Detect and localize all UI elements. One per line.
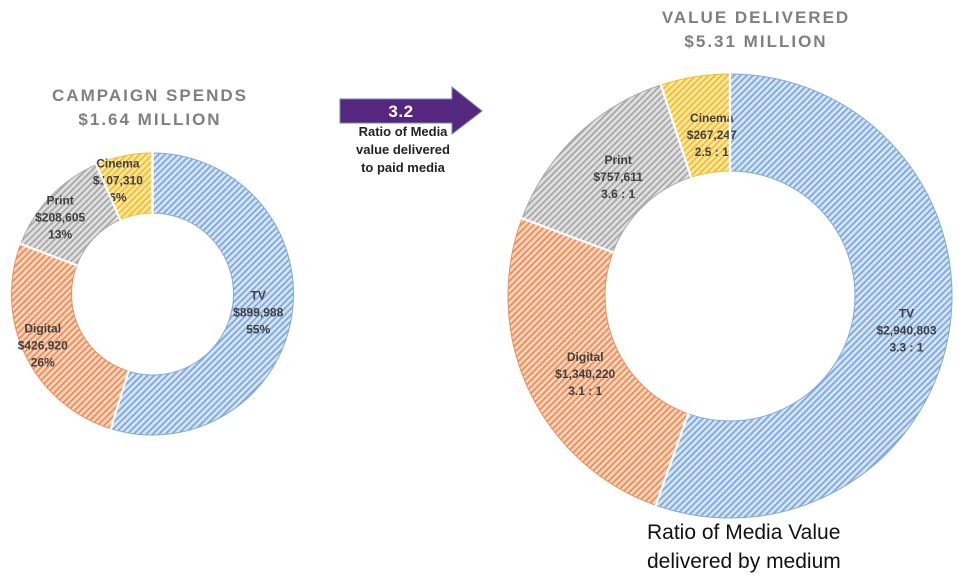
value-delivered-slice-separator <box>659 84 693 179</box>
campaign-spends-label-cinema: Cinema $107,310 6% <box>93 156 143 204</box>
ratio-arrow-value: 3.2 <box>388 102 413 121</box>
ratio-arrow-caption-line3: to paid media <box>361 160 445 175</box>
campaign-spends-donut-chart: TV $899,988 55% Digital $426,920 26% Print $208… <box>11 152 294 436</box>
campaign-spends-slice-digital <box>11 243 130 430</box>
value-delivered-title-line1: VALUE DELIVERED <box>661 8 851 27</box>
value-delivered-title-line2: $5.31 MILLION <box>684 32 828 51</box>
value-delivered-donut-chart: TV $2,940,803 3.3 : 1 Digital $1,340,220 3.1 … <box>507 73 953 519</box>
value-delivered-slice-separator <box>654 412 690 507</box>
ratio-arrow-caption: Ratio of Media value delivered to paid m… <box>322 123 484 177</box>
ratio-arrow: 3.2 <box>339 85 483 136</box>
campaign-spends-slice-separator <box>19 242 78 267</box>
ratio-arrow-caption-line1: Ratio of Media <box>358 124 448 139</box>
campaign-spends-title: CAMPAIGN SPENDS $1.64 MILLION <box>0 84 300 132</box>
campaign-spends-slice-tv <box>110 152 294 436</box>
campaign-spends-title-line2: $1.64 MILLION <box>78 110 222 129</box>
campaign-spends-title-line1: CAMPAIGN SPENDS <box>52 86 248 105</box>
value-delivered-label-tv: TV $2,940,803 3.3 : 1 <box>876 306 936 354</box>
campaign-spends-slice-separator <box>95 163 122 221</box>
value-delivered-title: VALUE DELIVERED $5.31 MILLION <box>606 6 906 54</box>
value-delivered-label-cinema: Cinema $267,247 2.5 : 1 <box>687 111 737 159</box>
campaign-spends-slice-separator <box>109 370 130 430</box>
campaign-spends-label-print: Print $208,605 13% <box>35 193 85 241</box>
campaign-spends-label-digital: Digital $426,920 26% <box>18 322 68 370</box>
ratio-arrow-shape <box>339 85 483 136</box>
campaign-spends-label-tv: TV $899,988 55% <box>233 289 283 337</box>
footer-caption-line2: delivered by medium <box>647 550 841 573</box>
value-delivered-slice-digital <box>507 217 689 506</box>
footer-caption-line1: Ratio of Media Value <box>647 521 841 544</box>
value-delivered-slice-tv <box>655 73 953 519</box>
value-delivered-label-print: Print $757,611 3.6 : 1 <box>593 153 643 201</box>
footer-caption: Ratio of Media Value delivered by medium <box>647 518 841 576</box>
ratio-arrow-caption-line2: value delivered <box>356 142 450 157</box>
value-delivered-slice-separator <box>521 217 614 254</box>
value-delivered-label-digital: Digital $1,340,220 3.1 : 1 <box>555 350 615 398</box>
